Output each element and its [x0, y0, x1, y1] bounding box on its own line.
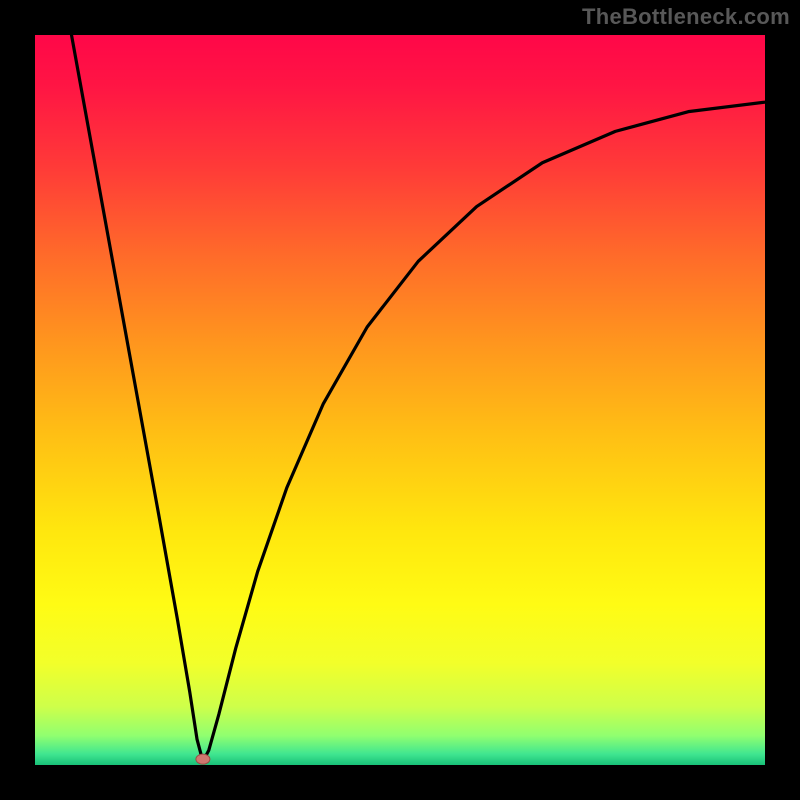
plot-svg [35, 35, 765, 765]
plot-area [35, 35, 765, 765]
chart-canvas: TheBottleneck.com [0, 0, 800, 800]
gradient-background [35, 35, 765, 765]
minimum-marker [196, 754, 210, 764]
attribution-text: TheBottleneck.com [582, 4, 790, 30]
